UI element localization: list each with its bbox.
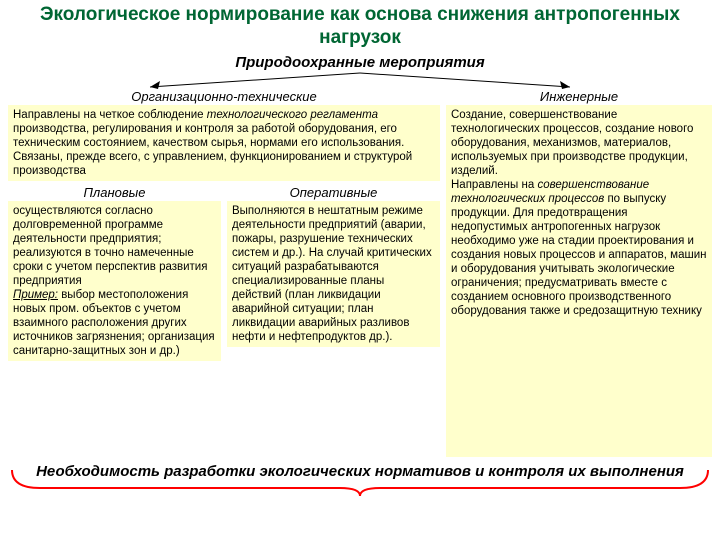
right-body-a: Создание, совершенствование технологичес… [451,109,693,177]
plan-example-label: Пример: [13,289,58,301]
plan-box: осуществляются согласно долговременной п… [8,201,221,361]
oper-heading: Оперативные [227,185,440,201]
oper-box: Выполняются в нештатным режиме деятельно… [227,201,440,347]
left-body-prefix: Направлены на четкое соблюдение [13,109,207,121]
main-title: Экологическое нормирование как основа сн… [0,0,720,50]
branch-arrows [0,73,720,89]
sub-columns: Плановые осуществляются согласно долговр… [8,185,440,361]
footer-text: Необходимость разработки экологических н… [0,457,720,480]
right-body-b-suffix: по выпуску продукции. Для предотвращения… [451,193,706,317]
left-heading: Организационно-технические [8,89,440,105]
left-body-suffix: производства, регулирования и контроля з… [13,123,412,177]
right-body-b-prefix: Направлены на [451,179,537,191]
oper-column: Оперативные Выполняются в нештатным режи… [227,185,440,361]
right-box: Создание, совершенствование технологичес… [446,105,712,457]
left-column: Организационно-технические Направлены на… [8,89,440,457]
oper-body: Выполняются в нештатным режиме деятельно… [232,205,432,343]
left-main-box: Направлены на четкое соблюдение технолог… [8,105,440,181]
plan-column: Плановые осуществляются согласно долговр… [8,185,221,361]
subtitle: Природоохранные мероприятия [0,50,720,73]
left-body-italic: технологического регламента [207,109,378,121]
columns-wrap: Организационно-технические Направлены на… [0,89,720,457]
right-heading: Инженерные [446,89,712,105]
plan-body-a: осуществляются согласно долговременной п… [13,205,207,287]
right-column: Инженерные Создание, совершенствование т… [446,89,712,457]
plan-heading: Плановые [8,185,221,201]
